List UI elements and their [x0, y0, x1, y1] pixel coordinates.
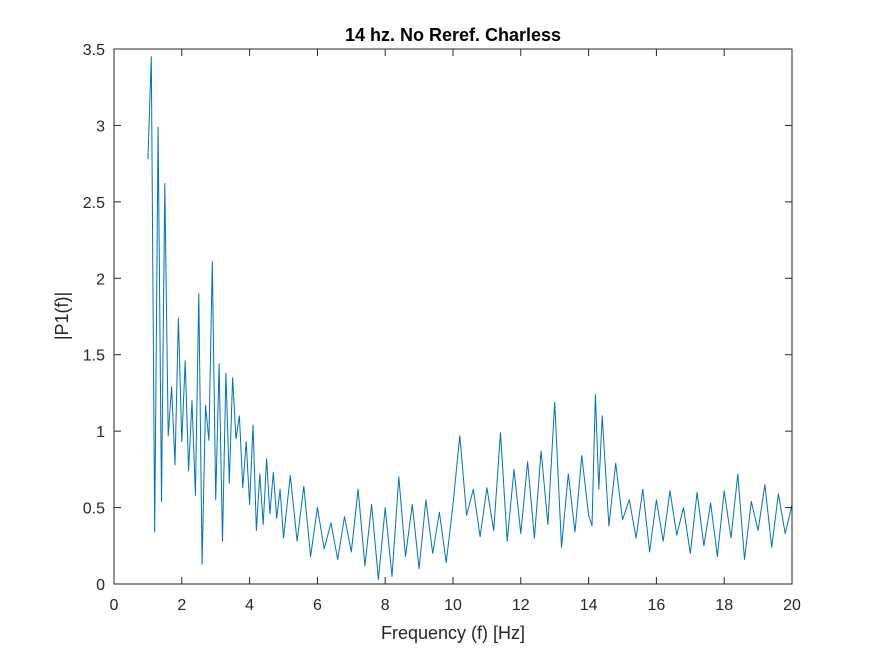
y-axis-title: |P1(f)|	[52, 292, 72, 340]
x-tick-label: 12	[512, 597, 530, 614]
y-tick-label: 1	[96, 424, 105, 441]
y-tick-label: 2	[96, 271, 105, 288]
x-tick-label: 16	[648, 597, 666, 614]
x-tick-label: 2	[177, 597, 186, 614]
plot-area	[114, 49, 792, 584]
x-tick-label: 8	[381, 597, 390, 614]
y-tick-label: 3	[96, 118, 105, 135]
series-layer	[147, 56, 793, 580]
y-tick-label: 1.5	[83, 348, 105, 365]
x-tick-label: 6	[313, 597, 322, 614]
ticks-layer: 0 2 4 6 8 10 12 14 16 18 20 0 0.5 1 1.5 2 2.5 3 3.5	[83, 42, 801, 614]
x-axis-title: Frequency (f) [Hz]	[381, 623, 525, 643]
x-tick-label: 18	[715, 597, 733, 614]
series-line-0	[147, 56, 793, 580]
x-tick-label: 14	[580, 597, 598, 614]
chart-title: 14 hz. No Reref. Charless	[345, 25, 561, 45]
x-tick-label: 10	[444, 597, 462, 614]
y-tick-label: 2.5	[83, 195, 105, 212]
x-tick-label: 0	[110, 597, 119, 614]
y-tick-label: 0.5	[83, 501, 105, 518]
y-tick-label: 0	[96, 577, 105, 594]
x-tick-label: 4	[245, 597, 254, 614]
y-tick-label: 3.5	[83, 42, 105, 59]
x-tick-label: 20	[783, 597, 801, 614]
